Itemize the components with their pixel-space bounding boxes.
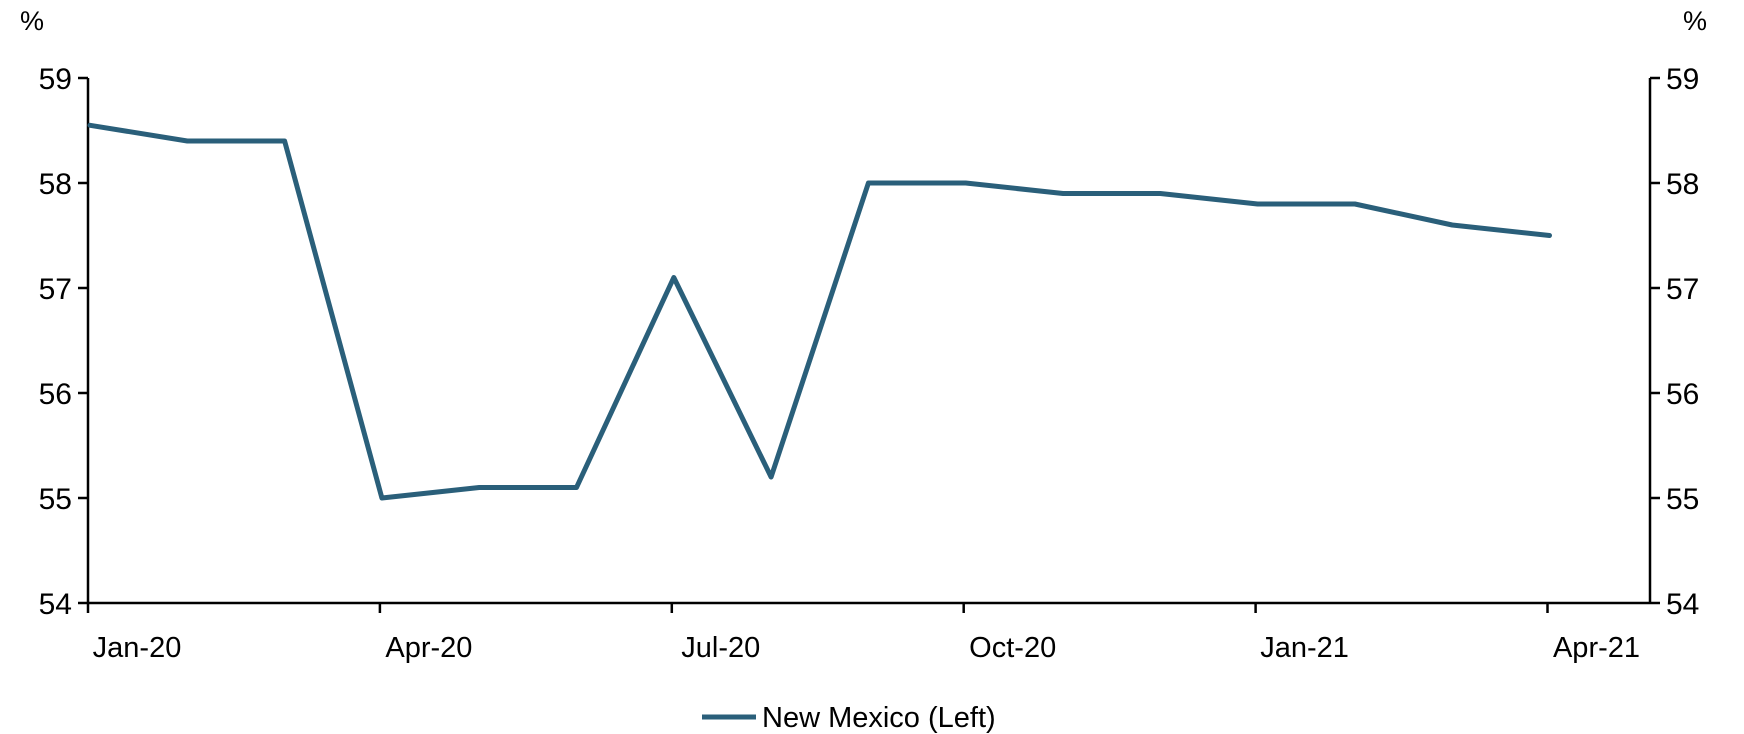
legend: New Mexico (Left): [702, 702, 996, 734]
series-points: [89, 124, 1550, 499]
x-ticks: Jan-20 Apr-20 Jul-20 Oct-20 Jan-21 Apr-21: [86, 603, 1640, 664]
y-tick-label-right: 58: [1666, 168, 1699, 201]
x-tick-label: Apr-21: [1553, 632, 1640, 664]
y-axis-unit-right: %: [1683, 6, 1707, 36]
x-tick-label: Apr-20: [385, 632, 472, 664]
data-point: [673, 277, 675, 278]
data-point: [1549, 235, 1550, 236]
series-line-new-mexico: [87, 122, 1552, 501]
x-tick-label: Jan-21: [1260, 632, 1349, 664]
y-tick-label-right: 56: [1666, 378, 1699, 411]
data-point: [381, 497, 383, 499]
data-point: [478, 487, 480, 488]
data-point: [89, 124, 91, 126]
data-point: [1354, 203, 1356, 205]
y-tick-label-left: 54: [39, 588, 72, 621]
y-tick-label-right: 57: [1666, 273, 1699, 306]
legend-label: New Mexico (Left): [762, 702, 996, 734]
data-point: [186, 140, 188, 142]
y-axis-unit-left: %: [20, 6, 44, 36]
data-point: [965, 182, 967, 184]
y-tick-label-right: 59: [1666, 63, 1699, 96]
y-tick-label-right: 54: [1666, 588, 1699, 621]
y-tick-label-right: 55: [1666, 483, 1699, 516]
data-point: [867, 182, 869, 184]
data-point: [284, 140, 286, 142]
x-tick-label: Jul-20: [681, 632, 760, 664]
y-tick-label-left: 57: [39, 273, 72, 306]
y-tick-label-left: 58: [39, 168, 72, 201]
y-ticks-right: 54 55 56 57 58 59: [1650, 63, 1699, 621]
x-tick-label: Jan-20: [93, 632, 182, 664]
y-tick-label-left: 55: [39, 483, 72, 516]
data-point: [1257, 203, 1259, 205]
data-point: [576, 487, 577, 488]
data-point: [1451, 224, 1453, 226]
data-point: [1062, 193, 1064, 194]
y-tick-label-left: 56: [39, 378, 72, 411]
data-point: [1159, 193, 1161, 194]
y-tick-label-left: 59: [39, 63, 72, 96]
x-tick-label: Oct-20: [969, 632, 1056, 664]
y-ticks-left: 54 55 56 57 58 59: [39, 63, 88, 621]
data-point: [770, 476, 772, 478]
